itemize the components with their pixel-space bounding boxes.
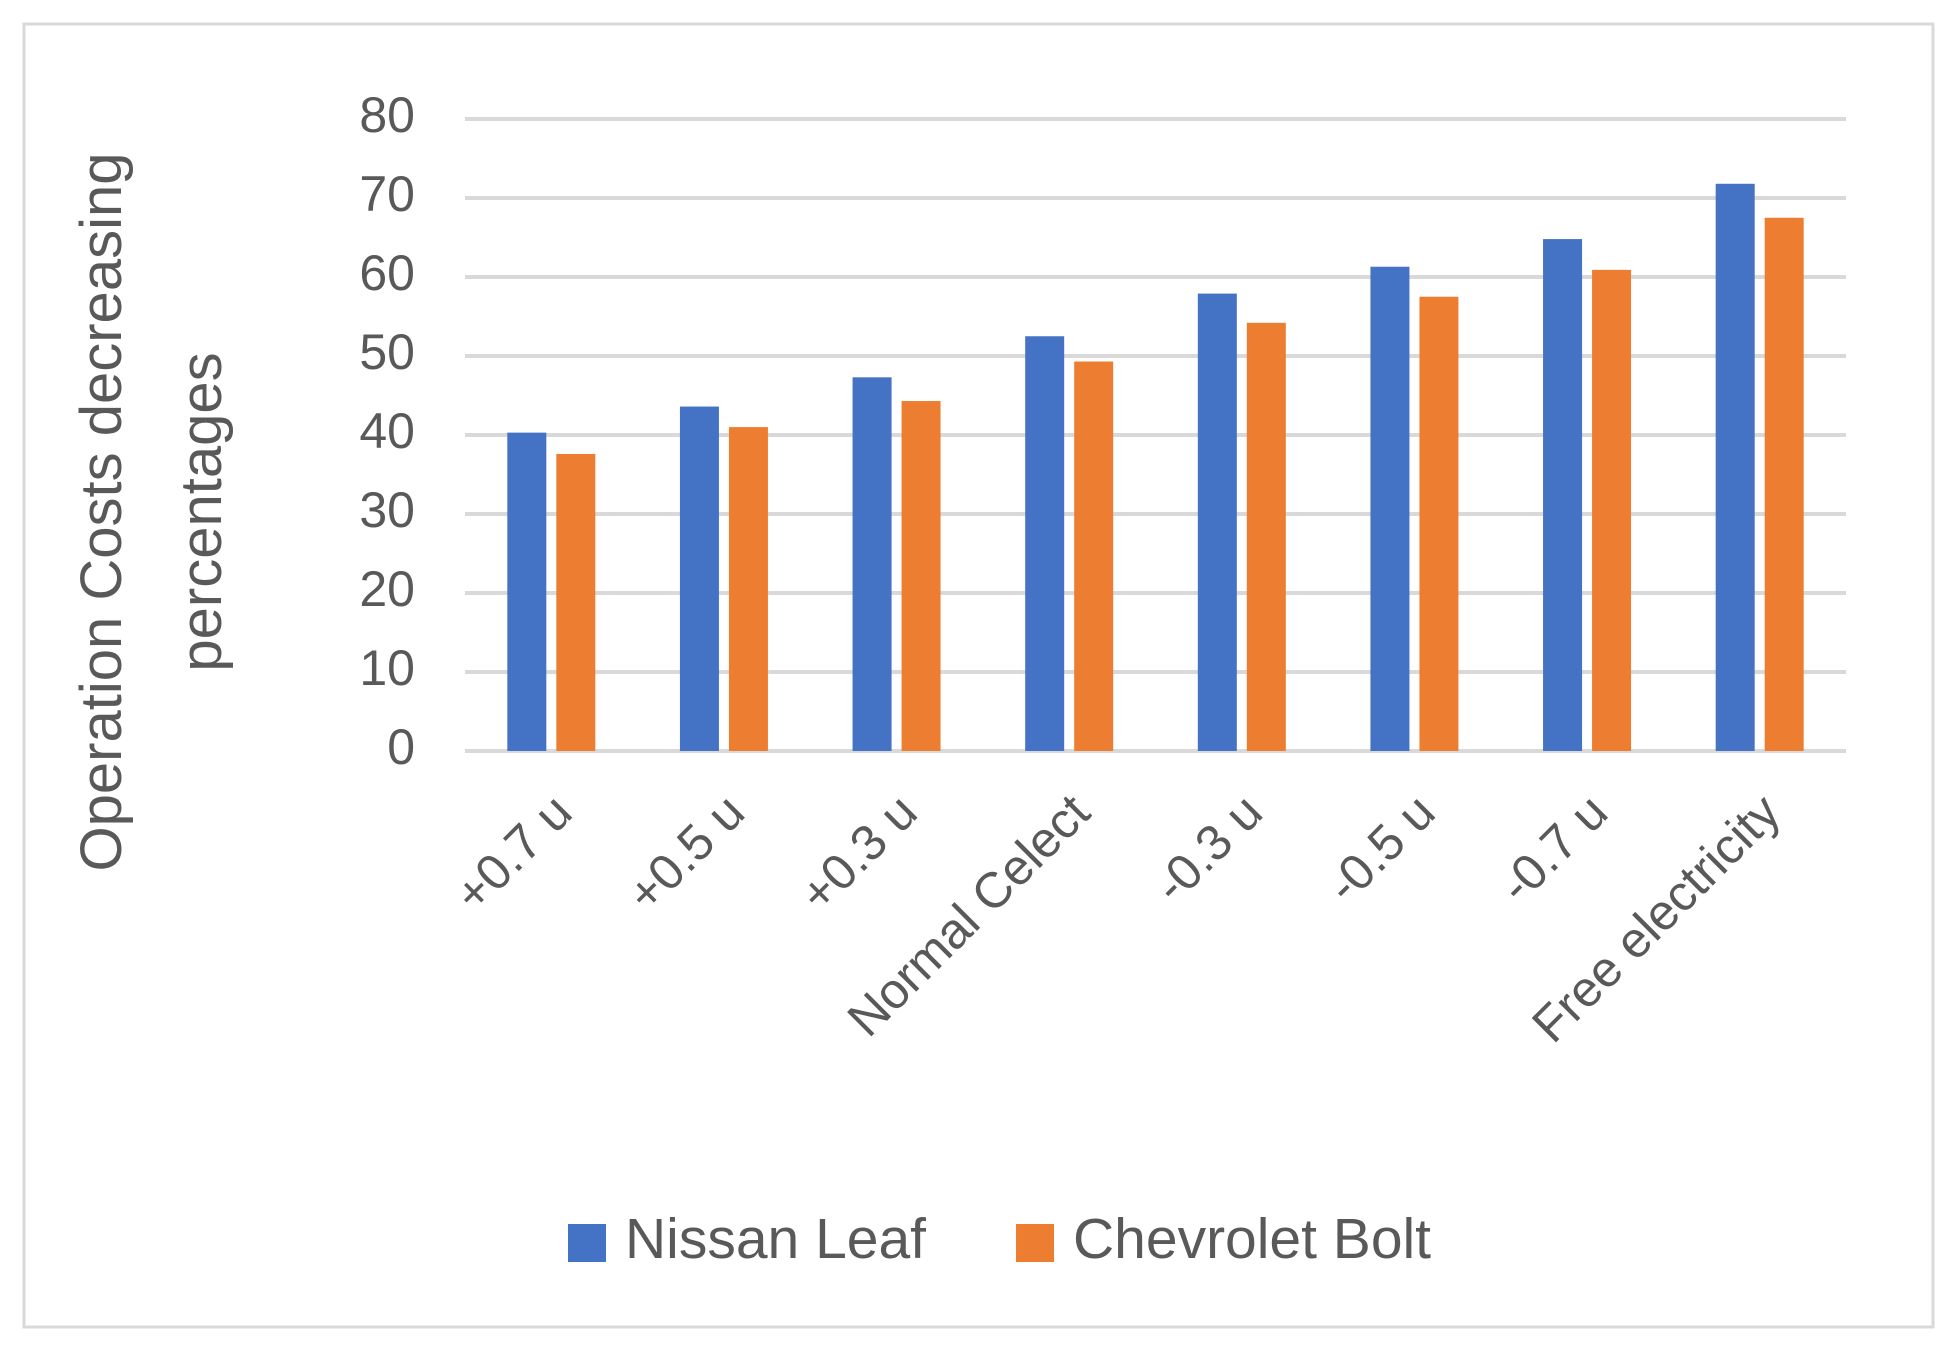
y-tick-label: 20 (359, 561, 415, 617)
bar (1246, 322, 1286, 751)
bar (852, 377, 892, 751)
y-tick-label: 30 (359, 482, 415, 538)
bar (679, 406, 719, 751)
bar (1197, 293, 1237, 751)
y-tick-label: 10 (359, 640, 415, 696)
bar (1370, 266, 1410, 751)
bar (1592, 269, 1632, 751)
bar (1764, 217, 1804, 751)
chart-border (22, 22, 1935, 1329)
y-axis-title: Operation Costs decreasing percentages (69, 153, 234, 872)
bar (1543, 239, 1583, 751)
bar (556, 453, 596, 751)
y-tick-label: 70 (359, 166, 415, 222)
y-tick-label: 60 (359, 245, 415, 301)
y-tick-label: 80 (359, 87, 415, 143)
legend-swatch (568, 1224, 606, 1262)
legend-swatch (1016, 1224, 1055, 1262)
bar (1419, 296, 1459, 751)
bar (507, 432, 547, 751)
bar (901, 401, 941, 751)
y-tick-label: 40 (359, 403, 415, 459)
bar (1074, 361, 1114, 751)
legend-label: Chevrolet Bolt (1073, 1207, 1431, 1271)
y-tick-label: 0 (387, 719, 415, 775)
legend-label: Nissan Leaf (625, 1207, 926, 1271)
y-tick-label: 50 (359, 324, 415, 380)
bar (728, 427, 768, 751)
bar (1025, 336, 1065, 751)
bar (1715, 183, 1755, 751)
